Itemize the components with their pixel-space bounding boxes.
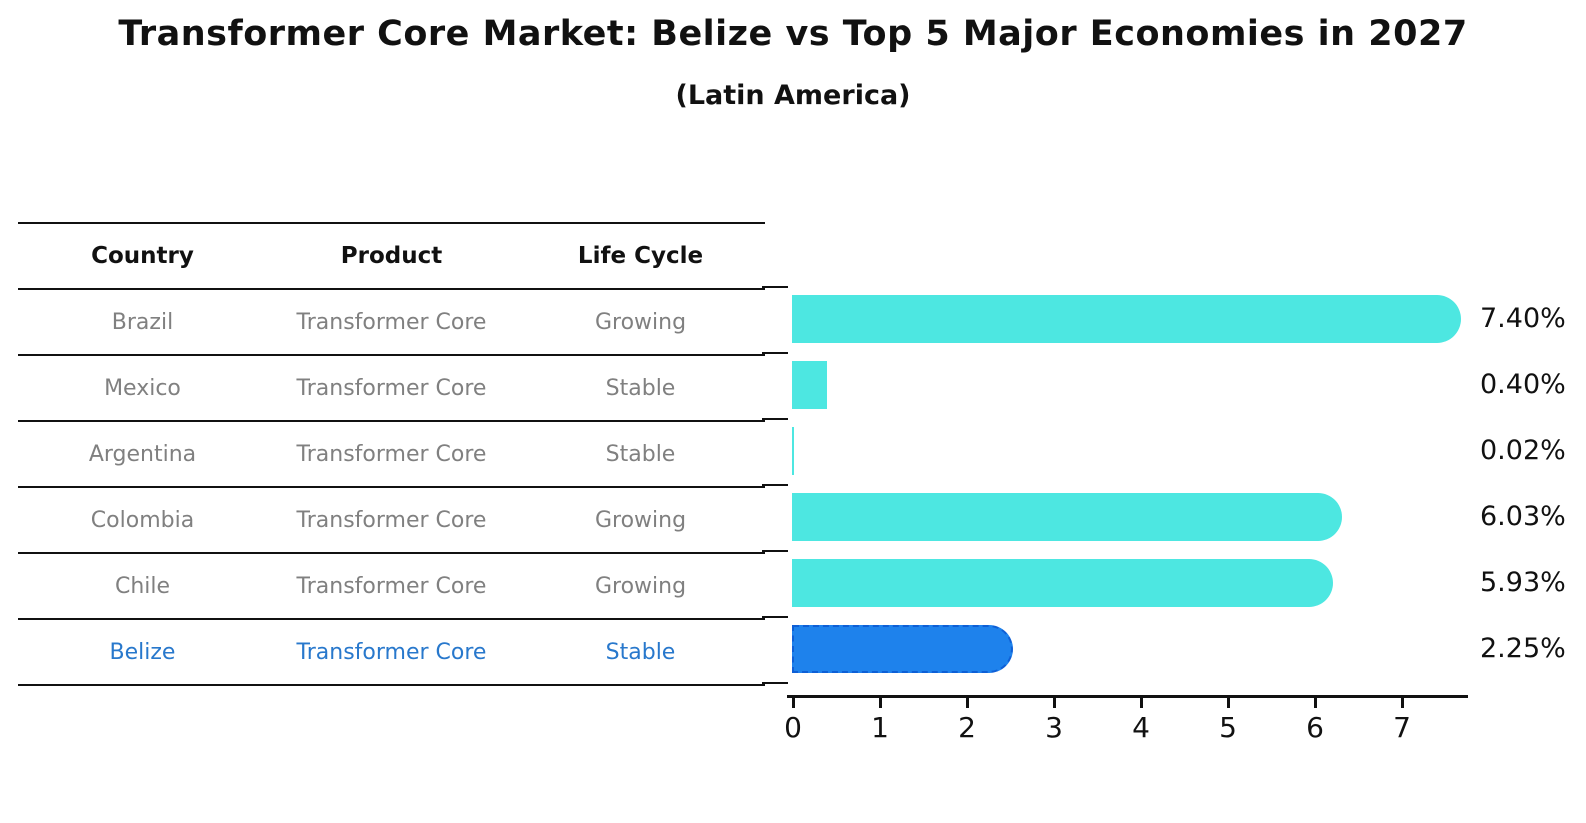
value-label-mexico: 0.40%	[1480, 369, 1566, 400]
table-row-argentina: Argentina Transformer Core Stable	[18, 422, 765, 488]
cell-life-cycle: Stable	[605, 441, 676, 467]
cell-product: Transformer Core	[296, 375, 487, 401]
x-tick-mark	[1314, 698, 1317, 708]
cell-country: Mexico	[104, 375, 181, 401]
table-row-chile: Chile Transformer Core Growing	[18, 554, 765, 620]
x-tick-label: 1	[871, 711, 889, 744]
bar-belize	[792, 625, 1013, 673]
cell-country: Colombia	[90, 507, 195, 533]
x-tick-mark	[966, 698, 969, 708]
cell-product: Transformer Core	[296, 639, 487, 665]
x-tick-label: 6	[1306, 711, 1324, 744]
data-table: Country Product Life Cycle Brazil Transf…	[18, 222, 765, 686]
y-tick-mark	[762, 484, 788, 486]
cell-life-cycle: Growing	[594, 573, 687, 599]
value-label-belize: 2.25%	[1480, 633, 1566, 664]
y-tick-mark	[762, 682, 788, 684]
value-label-argentina: 0.02%	[1480, 435, 1566, 466]
y-tick-mark	[762, 418, 788, 420]
bar-colombia	[792, 493, 1342, 541]
x-tick-mark	[1401, 698, 1404, 708]
cell-product: Transformer Core	[296, 309, 487, 335]
x-tick-label: 2	[958, 711, 976, 744]
table-row-mexico: Mexico Transformer Core Stable	[18, 356, 765, 422]
cell-product: Transformer Core	[296, 573, 487, 599]
y-tick-mark	[762, 616, 788, 618]
bar-brazil	[792, 295, 1461, 343]
cell-country: Brazil	[111, 309, 174, 335]
bar-mexico	[792, 361, 827, 409]
y-tick-mark	[762, 286, 788, 288]
x-axis-line	[787, 695, 1468, 698]
column-header-country: Country	[91, 243, 194, 269]
x-tick-mark	[879, 698, 882, 708]
x-tick-mark	[792, 698, 795, 708]
cell-product: Transformer Core	[296, 441, 487, 467]
value-label-colombia: 6.03%	[1480, 501, 1566, 532]
value-label-chile: 5.93%	[1480, 567, 1566, 598]
cell-country: Belize	[109, 639, 176, 665]
cell-product: Transformer Core	[296, 507, 487, 533]
column-header-life-cycle: Life Cycle	[577, 243, 704, 269]
x-tick-mark	[1140, 698, 1143, 708]
x-tick-label: 0	[784, 711, 802, 744]
cell-life-cycle: Stable	[605, 375, 676, 401]
cell-life-cycle: Stable	[605, 639, 676, 665]
bar-chile	[792, 559, 1333, 607]
column-header-product: Product	[340, 243, 443, 269]
page-title: Transformer Core Market: Belize vs Top 5…	[118, 14, 1468, 54]
y-tick-mark	[762, 352, 788, 354]
value-label-brazil: 7.40%	[1480, 303, 1566, 334]
x-tick-label: 7	[1393, 711, 1411, 744]
x-tick-label: 5	[1219, 711, 1237, 744]
table-row-belize: Belize Transformer Core Stable	[18, 620, 765, 686]
bar-argentina	[792, 427, 794, 475]
x-tick-mark	[1227, 698, 1230, 708]
y-tick-mark	[762, 550, 788, 552]
x-tick-label: 4	[1132, 711, 1150, 744]
x-tick-mark	[1053, 698, 1056, 708]
page-subtitle: (Latin America)	[675, 80, 911, 111]
x-tick-label: 3	[1045, 711, 1063, 744]
table-row-colombia: Colombia Transformer Core Growing	[18, 488, 765, 554]
cell-country: Chile	[114, 573, 171, 599]
cell-life-cycle: Growing	[594, 507, 687, 533]
cell-country: Argentina	[88, 441, 197, 467]
table-row-brazil: Brazil Transformer Core Growing	[18, 290, 765, 356]
table-header-row: Country Product Life Cycle	[18, 224, 765, 290]
cell-life-cycle: Growing	[594, 309, 687, 335]
